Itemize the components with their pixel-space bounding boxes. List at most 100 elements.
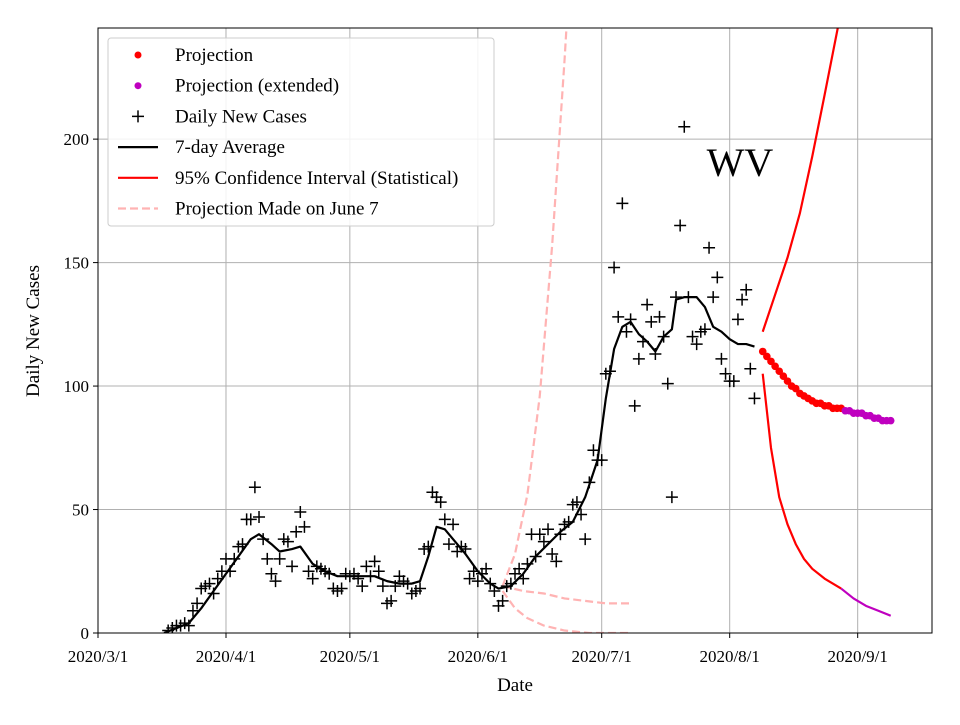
data-point-plus — [736, 293, 749, 306]
data-point-plus — [657, 330, 670, 343]
legend-label: 95% Confidence Interval (Statistical) — [175, 168, 458, 189]
data-point-plus — [719, 367, 732, 380]
data-point-plus — [447, 518, 460, 531]
data-point-plus — [603, 365, 616, 378]
data-point-plus — [641, 298, 654, 311]
data-point-plus — [698, 323, 711, 336]
series-line — [840, 587, 892, 617]
data-point-plus — [323, 567, 336, 580]
data-point-plus — [368, 555, 381, 568]
data-point-plus — [389, 580, 402, 593]
y-tick-label: 200 — [64, 130, 90, 149]
data-point-plus — [480, 562, 493, 575]
data-point-plus — [438, 513, 451, 526]
data-point-plus — [401, 577, 414, 590]
data-point-plus — [248, 481, 261, 494]
data-point-plus — [628, 399, 641, 412]
data-point-plus — [542, 523, 555, 536]
series-line — [501, 590, 631, 633]
x-tick-label: 2020/9/1 — [827, 647, 887, 666]
series-line — [502, 585, 631, 605]
y-tick-label: 50 — [72, 501, 89, 520]
data-point-plus — [471, 575, 484, 588]
data-point-plus — [281, 535, 294, 548]
legend-marker-dot — [134, 51, 142, 59]
data-point-plus — [335, 582, 348, 595]
data-point-plus — [711, 271, 724, 284]
x-tick-label: 2020/5/1 — [320, 647, 380, 666]
data-point-plus — [298, 520, 311, 533]
data-layer — [162, 28, 895, 633]
x-tick-label: 2020/4/1 — [196, 647, 256, 666]
data-point-plus — [517, 572, 530, 585]
x-axis-label: Date — [497, 675, 533, 696]
data-point-plus — [624, 313, 637, 326]
data-point-plus — [434, 496, 447, 509]
data-point-plus — [686, 330, 699, 343]
legend-marker-plus — [132, 110, 144, 123]
data-point-plus — [748, 392, 761, 405]
data-point-plus — [612, 310, 625, 323]
data-point-plus — [442, 538, 455, 551]
data-point-plus — [707, 291, 720, 304]
data-point-plus — [665, 491, 678, 504]
data-point-plus — [703, 241, 716, 254]
data-point-plus — [182, 619, 195, 632]
data-point-plus — [236, 538, 249, 551]
data-point-plus — [257, 533, 270, 546]
data-point-plus — [286, 560, 299, 573]
data-point-plus — [678, 120, 691, 133]
data-point-plus — [636, 335, 649, 348]
data-point-plus — [306, 572, 319, 585]
y-tick-label: 100 — [64, 377, 90, 396]
data-point-plus — [253, 510, 266, 523]
data-point-plus — [261, 552, 274, 565]
x-tick-label: 2020/3/1 — [68, 647, 128, 666]
data-point-plus — [302, 565, 315, 578]
data-point-plus — [290, 525, 303, 538]
data-point-plus — [744, 362, 757, 375]
data-point-plus — [186, 604, 199, 617]
series-line — [501, 28, 568, 587]
data-point-plus — [670, 291, 683, 304]
x-tick-label: 2020/7/1 — [571, 647, 631, 666]
data-point-plus — [484, 577, 497, 590]
plot-frame — [97, 27, 933, 634]
legend-box — [107, 37, 495, 227]
data-point-plus — [608, 261, 621, 274]
legend: Projection Projection (extended) Daily New… — [107, 37, 495, 227]
data-point-plus — [372, 565, 385, 578]
data-point-plus — [360, 560, 373, 573]
data-point-plus — [727, 375, 740, 388]
y-axis-label: Daily New Cases — [23, 265, 44, 397]
data-point-plus — [690, 338, 703, 351]
data-point-plus — [294, 506, 307, 518]
y-tick-label: 0 — [81, 624, 90, 643]
data-point-plus — [364, 570, 377, 583]
chart-annotation: WV — [707, 140, 774, 185]
data-point-plus — [496, 594, 509, 607]
data-point-plus — [587, 444, 600, 457]
data-point-plus — [224, 565, 237, 578]
series-line — [761, 373, 842, 590]
data-point-plus — [244, 513, 257, 526]
data-point-plus — [504, 577, 517, 590]
data-point-plus — [645, 315, 658, 328]
legend-marker-dot — [134, 82, 142, 90]
series-line — [761, 28, 839, 333]
data-point-plus — [529, 550, 542, 563]
data-point-plus — [632, 352, 645, 365]
data-point-plus — [674, 219, 687, 232]
data-point-plus — [575, 508, 588, 521]
data-point-plus — [661, 377, 674, 390]
data-point-plus — [273, 552, 286, 565]
data-point-plus — [385, 594, 398, 607]
data-point-plus — [459, 543, 472, 556]
data-point-plus — [554, 528, 567, 541]
data-point-plus — [203, 577, 216, 590]
y-tick-label: 150 — [64, 254, 90, 273]
data-point-plus — [269, 575, 282, 588]
data-point-plus — [467, 565, 480, 578]
data-point-plus — [653, 310, 666, 323]
